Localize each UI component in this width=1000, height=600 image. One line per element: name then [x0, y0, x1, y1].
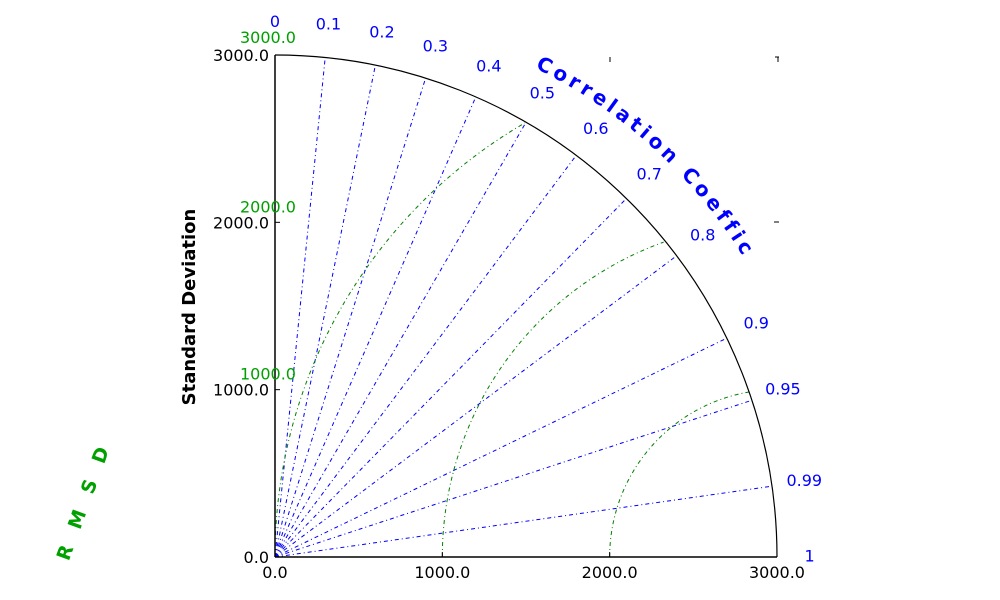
labels: 0 0.1 0.2 0.3 0.4 0.5 0.6 0.7 0.8 0.9 0.95 0.99 1 100…	[213, 12, 822, 582]
rmsd-contour	[609, 391, 750, 557]
rmsd-contours	[274, 122, 750, 558]
y-tick-label: 1000.0	[213, 381, 269, 400]
correlation-tick-label: 0.99	[786, 471, 822, 490]
y-tick-label: 2000.0	[213, 213, 269, 232]
correlation-tick-label: 0.5	[530, 83, 555, 102]
correlation-line	[274, 96, 477, 558]
correlation-line	[274, 399, 753, 558]
y-axis-label: Standard Deviation	[179, 209, 200, 406]
correlation-line	[274, 337, 728, 558]
rmsd-contour-label: 1000.0	[240, 365, 296, 384]
x-tick-label: 2000.0	[582, 563, 638, 582]
correlation-tick-label: 0.2	[369, 23, 394, 42]
rmsd-contour-label: 2000.0	[240, 197, 296, 216]
correlation-tick-label: 0.4	[476, 57, 501, 76]
correlation-tick-label: 0.95	[765, 380, 801, 399]
correlation-tick-label: 0.1	[316, 15, 341, 34]
correlation-line	[274, 77, 427, 558]
rmsd-title: R M S D	[53, 439, 116, 564]
rmsd-contour-label: 3000.0	[240, 28, 296, 47]
y-tick-label: 0.0	[244, 548, 269, 567]
correlation-line	[274, 57, 326, 558]
correlation-tick-label: 0	[270, 12, 280, 31]
correlation-line	[274, 122, 527, 558]
correlation-line	[274, 65, 376, 558]
axes	[274, 54, 779, 558]
correlation-line	[274, 485, 773, 558]
correlation-tick-label: 1	[805, 547, 815, 566]
rmsd-contour	[441, 241, 664, 558]
rmsd-contour	[274, 122, 526, 558]
correlation-line	[274, 155, 577, 558]
correlation-line	[274, 198, 627, 558]
x-tick-label: 3000.0	[749, 563, 805, 582]
x-tick-label: 1000.0	[414, 563, 470, 582]
correlation-tick-label: 0.6	[583, 119, 608, 138]
correlation-tick-label: 0.3	[423, 36, 448, 55]
x-tick-label: 0.0	[262, 563, 287, 582]
y-tick-label: 3000.0	[213, 46, 269, 65]
correlation-tick-label: 0.7	[637, 165, 662, 184]
correlation-tick-label: 0.9	[743, 313, 768, 332]
correlation-lines	[274, 57, 773, 558]
outer-std-arc	[274, 54, 778, 558]
correlation-line	[274, 255, 677, 558]
correlation-tick-label: 0.8	[690, 226, 715, 245]
